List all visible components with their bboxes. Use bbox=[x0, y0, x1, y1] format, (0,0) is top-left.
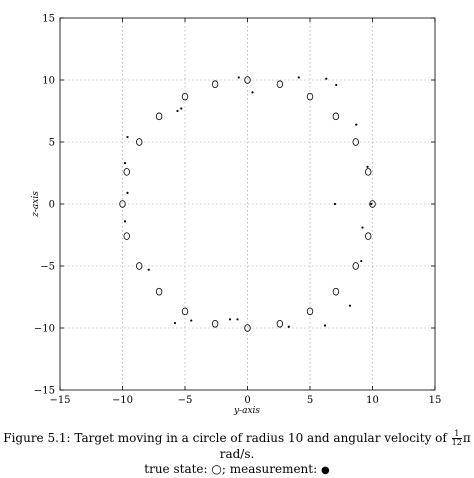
y-tick-label: 5 bbox=[49, 138, 55, 149]
x-tick-label: −15 bbox=[49, 395, 70, 406]
measurement-marker bbox=[325, 77, 328, 80]
axis-ticks bbox=[59, 17, 436, 391]
x-tick-label: 0 bbox=[244, 395, 250, 406]
x-tick-labels: −15 −10 −5 0 5 10 15 bbox=[49, 395, 441, 406]
true-state-marker bbox=[244, 76, 251, 84]
y-tick-label: 15 bbox=[42, 14, 55, 25]
x-tick-label: −5 bbox=[178, 395, 193, 406]
true-state-marker bbox=[181, 92, 189, 101]
caption-legend-text: true state: ○; measurement: bbox=[144, 462, 318, 476]
measurement-marker bbox=[333, 202, 337, 206]
measurement-marker bbox=[237, 76, 240, 79]
x-axis-label: y-axis bbox=[233, 406, 260, 416]
measurement-marker bbox=[123, 220, 127, 223]
true-state-marker bbox=[276, 80, 284, 89]
measurement-marker bbox=[297, 76, 300, 79]
caption-text-end: π rad/s. bbox=[219, 431, 471, 461]
true-state-marker bbox=[119, 200, 126, 208]
measurement-marker bbox=[360, 259, 363, 263]
caption-fraction: 1 12 bbox=[451, 429, 462, 447]
measurement-marker bbox=[173, 321, 177, 325]
measurement-marker bbox=[126, 135, 129, 139]
true-state-marker bbox=[369, 200, 376, 208]
measurement-marker bbox=[361, 226, 364, 229]
y-tick-label: −10 bbox=[34, 324, 55, 335]
grid-lines bbox=[60, 18, 435, 390]
true-state-marker bbox=[211, 319, 219, 328]
y-tick-label: −5 bbox=[40, 262, 55, 273]
true-state-marker bbox=[136, 138, 143, 146]
measurement-marker bbox=[355, 123, 358, 126]
true-state-marker bbox=[244, 324, 251, 332]
true-state-marker bbox=[211, 80, 219, 89]
x-tick-label: 15 bbox=[429, 395, 442, 406]
true-state-marker bbox=[276, 319, 284, 328]
true-state-marker bbox=[136, 262, 143, 270]
true-state-marker bbox=[332, 287, 340, 296]
fraction-numerator: 1 bbox=[454, 429, 460, 438]
measurement-marker bbox=[190, 319, 193, 322]
measurement-marker bbox=[335, 83, 338, 87]
caption-line-2: true state: ○; measurement: ● bbox=[0, 462, 474, 478]
true-state-marker bbox=[332, 112, 340, 121]
y-tick-label: 10 bbox=[42, 76, 55, 87]
true-state-marker bbox=[352, 138, 359, 146]
true-state-marker bbox=[123, 232, 130, 240]
x-tick-label: −10 bbox=[112, 395, 133, 406]
measurement-marker bbox=[123, 161, 127, 165]
true-state-marker bbox=[365, 168, 372, 176]
measurement-marker bbox=[126, 191, 129, 194]
caption-text-start: Figure 5.1: Target moving in a circle of… bbox=[3, 431, 447, 445]
measurement-marker bbox=[176, 109, 179, 113]
y-axis-label: z-axis bbox=[31, 191, 41, 218]
x-tick-label: 5 bbox=[307, 395, 313, 406]
measurement-symbol: ● bbox=[320, 465, 330, 476]
true-state-marker bbox=[306, 92, 314, 101]
true-state-marker bbox=[352, 262, 359, 270]
measurement-marker bbox=[180, 107, 183, 110]
x-tick-label: 10 bbox=[366, 395, 379, 406]
measurement-marker bbox=[370, 202, 373, 206]
measurement-marker bbox=[348, 304, 352, 307]
true-state-marker bbox=[306, 307, 314, 316]
measurement-marker bbox=[323, 324, 327, 327]
y-tick-labels: 15 10 5 0 −5 −10 −15 bbox=[34, 14, 55, 397]
chart: −15 −10 −5 0 5 10 15 15 10 5 0 −5 −10 −15 y-axis z-a… bbox=[31, 14, 441, 417]
true-state-marker bbox=[155, 112, 163, 121]
true-state-marker bbox=[365, 232, 372, 240]
true-state-marker bbox=[181, 307, 189, 316]
true-state-marker bbox=[155, 287, 163, 296]
caption-line-1: Figure 5.1: Target moving in a circle of… bbox=[0, 430, 474, 462]
measurement-marker bbox=[228, 318, 232, 321]
measurement-marker bbox=[287, 325, 290, 328]
y-tick-label: −15 bbox=[34, 386, 55, 397]
measurement-marker bbox=[147, 268, 150, 271]
figure-caption: Figure 5.1: Target moving in a circle of… bbox=[0, 430, 474, 478]
y-tick-label: 0 bbox=[49, 200, 55, 211]
measurement-marker bbox=[251, 91, 254, 94]
true-state-marker bbox=[123, 168, 130, 176]
data-marks bbox=[119, 76, 376, 332]
measurement-marker bbox=[236, 318, 239, 321]
measurement-marker bbox=[366, 165, 369, 168]
fraction-denominator: 12 bbox=[451, 438, 462, 447]
